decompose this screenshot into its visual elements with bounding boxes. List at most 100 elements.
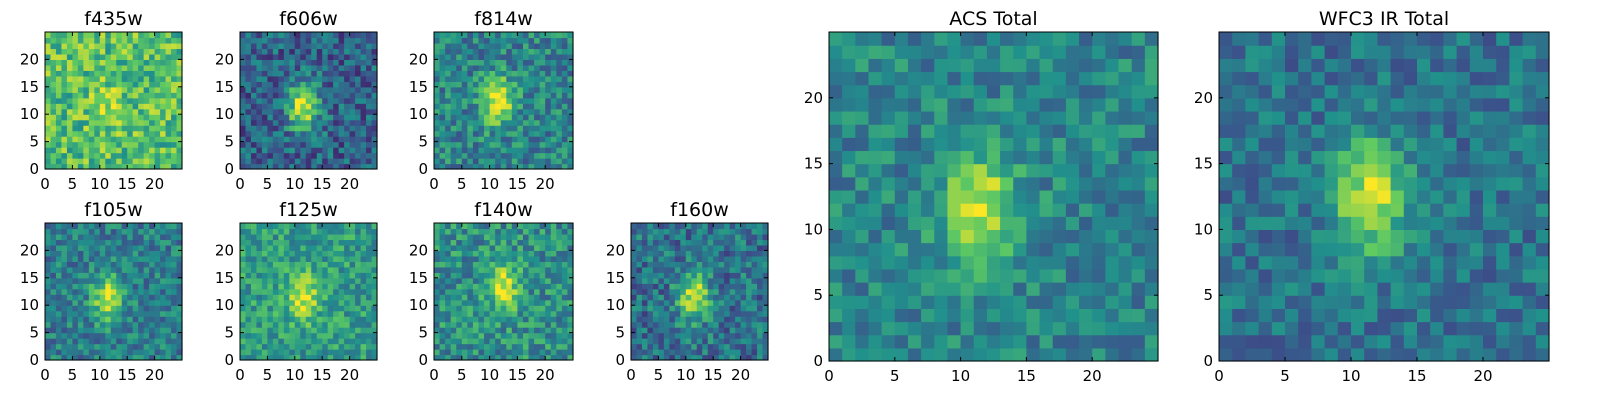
heatmap-cell [529,76,535,82]
heatmap-cell [306,136,312,142]
heatmap-cell [440,158,446,164]
heatmap-cell [473,278,479,284]
heatmap-cell [256,333,262,339]
heatmap-cell [127,125,133,131]
heatmap-cell [322,76,328,82]
heatmap-cell [855,177,869,191]
heatmap-cell [133,234,139,240]
heatmap-cell [752,245,758,251]
heatmap-cell [501,245,507,251]
heatmap-cell [556,76,562,82]
heatmap-cell [974,216,988,230]
heatmap-cell [1013,216,1027,230]
heatmap-cell [752,239,758,245]
heatmap-cell [83,289,89,295]
heatmap-cell [484,92,490,98]
heatmap-cell [724,278,730,284]
heatmap-cell [344,43,350,49]
heatmap-cell [440,70,446,76]
heatmap-cell [256,147,262,153]
heatmap-cell [490,239,496,245]
heatmap-cell [730,300,736,306]
heatmap-cell [719,234,725,240]
heatmap-cell [245,256,251,262]
heatmap-cell [517,311,523,317]
heatmap-cell [501,316,507,322]
heatmap-cell [501,333,507,339]
heatmap-cell [67,338,73,344]
heatmap-cell [105,59,111,65]
heatmap-cell [245,250,251,256]
heatmap-cell [138,70,144,76]
heatmap-cell [155,289,161,295]
heatmap-cell [105,316,111,322]
heatmap-cell [484,316,490,322]
heatmap-cell [473,158,479,164]
heatmap-cell [523,114,529,120]
heatmap-cell [322,250,328,256]
heatmap-cell [144,338,150,344]
heatmap-cell [171,278,177,284]
x-tick-label: 15 [118,366,137,384]
heatmap-cell [895,203,909,217]
heatmap-cell [171,327,177,333]
heatmap-cell [1119,348,1133,362]
heatmap-cell [122,322,128,328]
heatmap-cell [105,43,111,49]
heatmap-cell [322,294,328,300]
heatmap-cell [440,81,446,87]
heatmap-cell [366,142,372,148]
heatmap-cell [61,289,67,295]
heatmap-cell [545,147,551,153]
heatmap-cell [100,136,106,142]
heatmap-cell [366,125,372,131]
heatmap-cell [1105,282,1119,296]
heatmap-cell [501,87,507,93]
heatmap-cell [171,158,177,164]
heatmap-cell [155,92,161,98]
heatmap-cell [868,335,882,349]
heatmap-cell [675,316,681,322]
heatmap-cell [434,92,440,98]
heatmap-cell [328,250,334,256]
heatmap-cell [556,136,562,142]
heatmap-cell [138,59,144,65]
heatmap-cell [908,229,922,243]
heatmap-cell [434,43,440,49]
heatmap-cell [697,344,703,350]
heatmap-cell [72,250,78,256]
heatmap-cell [473,344,479,350]
heatmap-cell [987,190,1001,204]
heatmap-cell [534,125,540,131]
heatmap-cell [155,344,161,350]
heatmap-cell [144,228,150,234]
heatmap-cell [478,289,484,295]
heatmap-cell [1000,229,1014,243]
heatmap-cell [1053,282,1067,296]
heatmap-cell [708,239,714,245]
heatmap-cell [658,344,664,350]
heatmap-cell [61,153,67,159]
heatmap-cell [317,59,323,65]
heatmap-cell [339,322,345,328]
heatmap-cell [127,59,133,65]
heatmap-cell [350,283,356,289]
heatmap-cell [523,256,529,262]
heatmap-cell [1119,256,1133,270]
heatmap-cell [462,316,468,322]
heatmap-cell [658,338,664,344]
heatmap-cell [473,32,479,38]
heatmap-cell [295,305,301,311]
heatmap-cell [50,278,56,284]
heatmap-cell [534,153,540,159]
heatmap-cell [517,76,523,82]
heatmap-cell [133,261,139,267]
heatmap-cell [344,59,350,65]
heatmap-cell [56,87,62,93]
heatmap-cell [636,294,642,300]
heatmap-cell [540,228,546,234]
heatmap-cell [149,300,155,306]
heatmap-cell [127,142,133,148]
heatmap-cell [105,92,111,98]
heatmap-cell [328,294,334,300]
